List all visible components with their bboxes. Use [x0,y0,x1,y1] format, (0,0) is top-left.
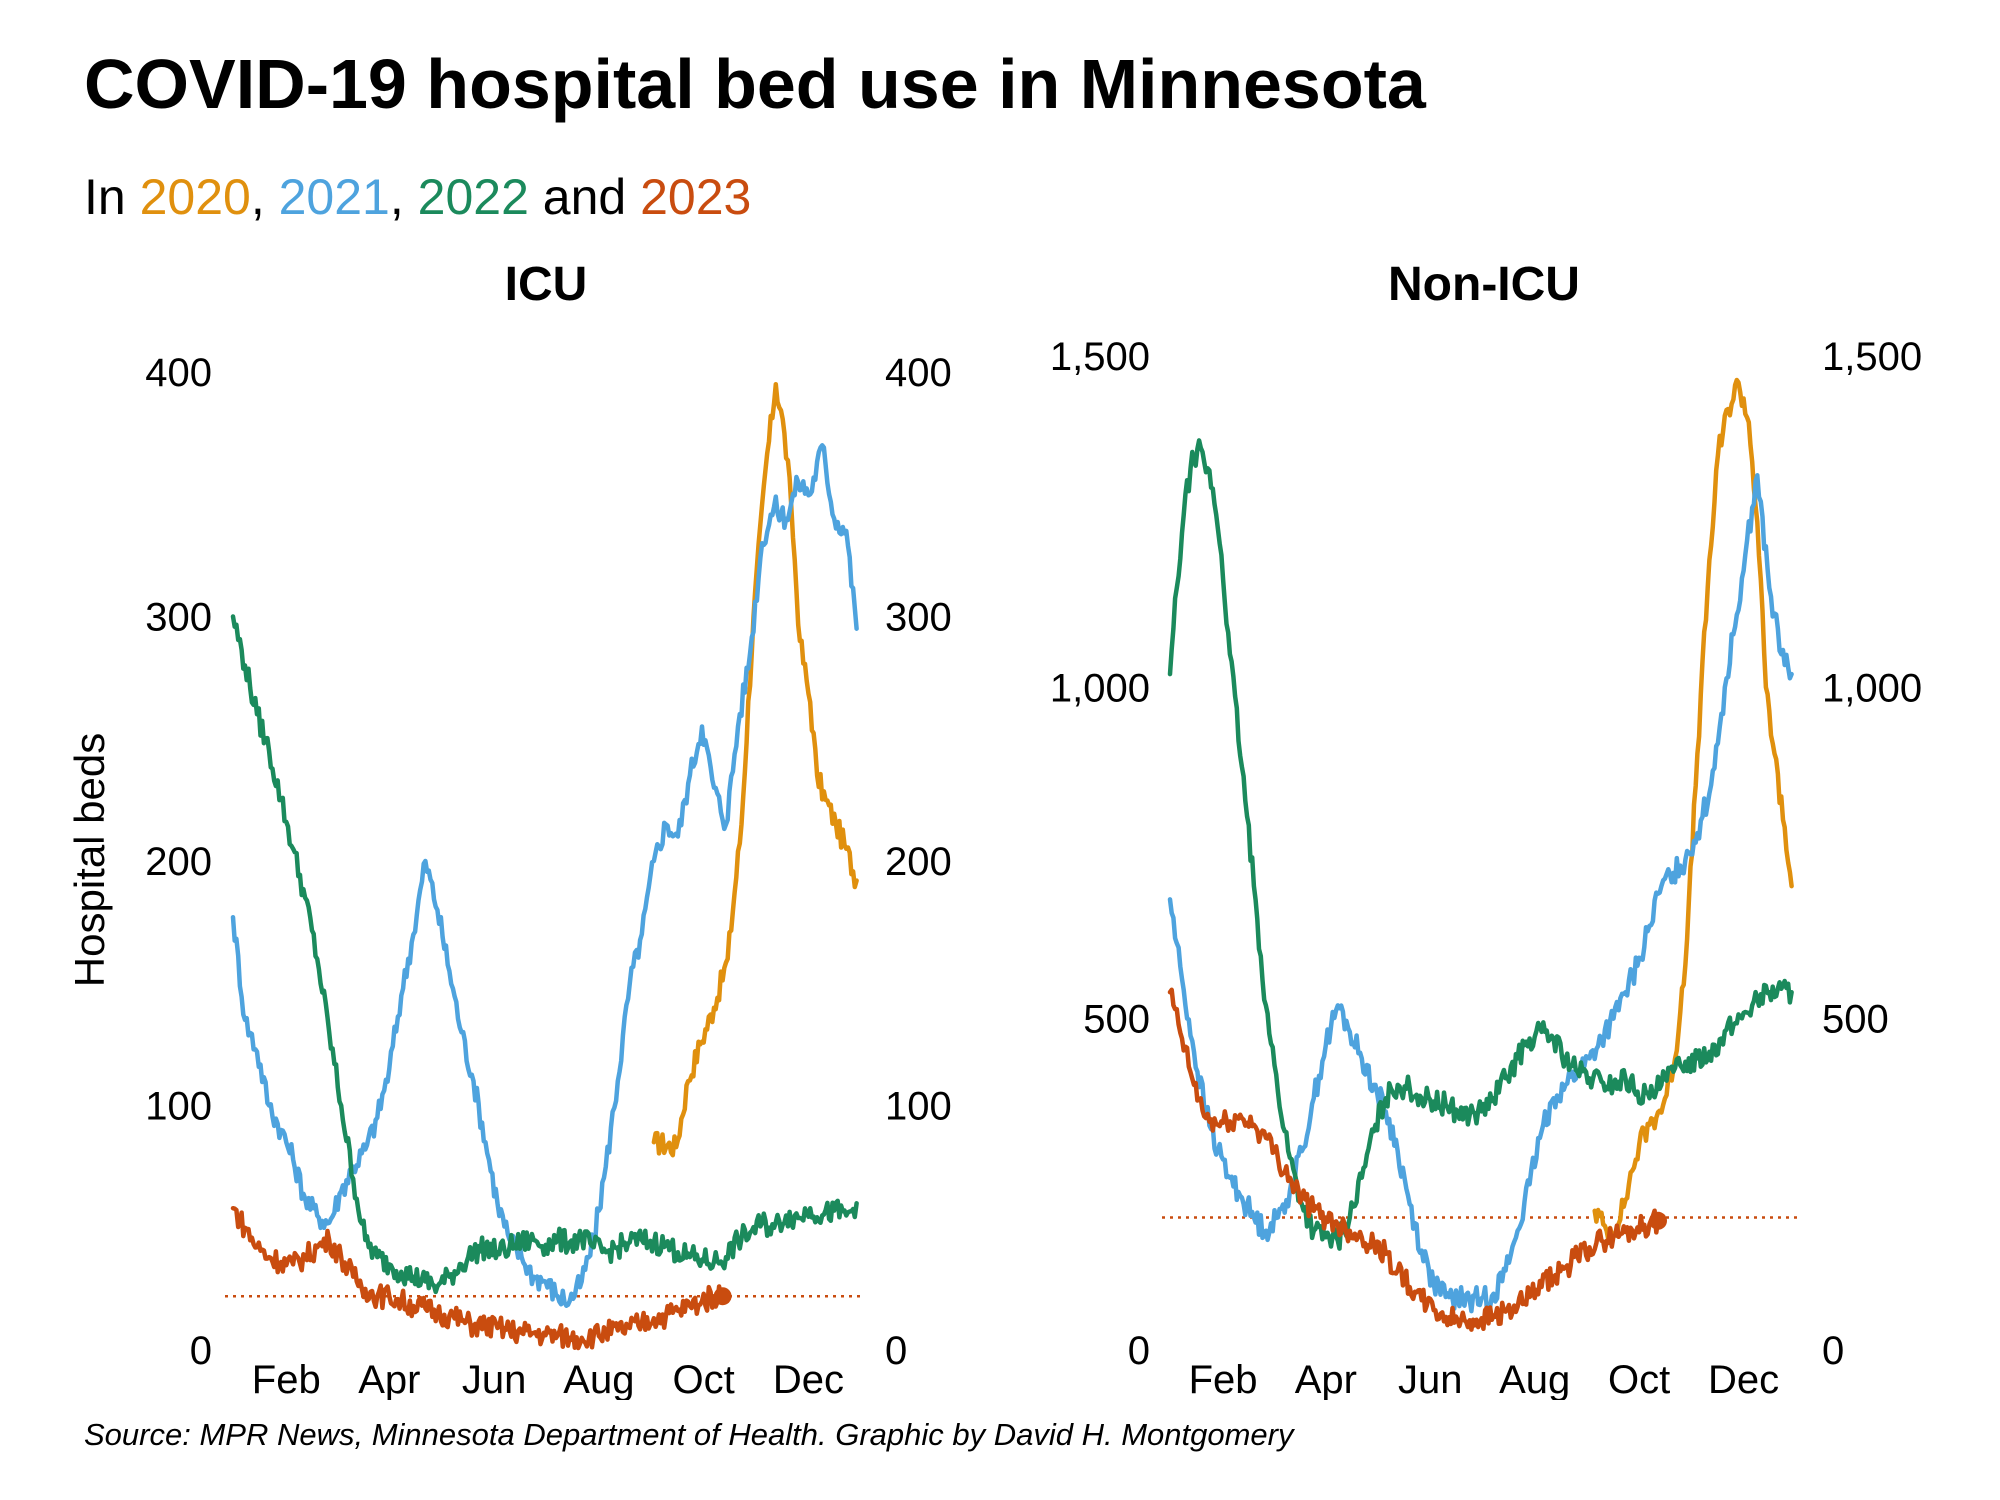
y-tick-right: 1,500 [1822,335,1922,379]
chart-area: ICU Hospital beds 0 0 100 100 200 200 300 300 400 4… [66,258,1922,1400]
subtitle-prefix: In [84,169,140,225]
panel-1: Non-ICU 0 0 500 500 1,000 1,000 1,500 1,500 Feb Ap… [1050,258,1922,1400]
x-tick-label: Jun [1398,1358,1463,1400]
y-tick-left: 400 [145,351,212,395]
series-line-2022 [230,614,859,1295]
series-line-2021 [1167,473,1794,1314]
x-tick-label: Apr [1295,1358,1357,1400]
y-tick-left: 1,500 [1050,335,1150,379]
series-line-2022 [1167,438,1794,1251]
y-tick-right: 200 [885,840,952,884]
panel-title: Non-ICU [1388,258,1580,311]
panel-title: ICU [505,258,588,311]
subtitle-sep-1: , [250,169,279,225]
series-line-2020 [651,381,859,1158]
series-line-2021 [230,443,859,1308]
y-tick-right: 400 [885,351,952,395]
subtitle-year-2022: 2022 [417,169,529,225]
x-tick-label: Dec [773,1358,844,1400]
subtitle-year-2020: 2020 [139,169,251,225]
y-tick-left: 300 [145,596,212,640]
x-tick-label: Aug [563,1358,634,1400]
subtitle-year-2023: 2023 [640,169,752,225]
y-tick-right: 100 [885,1085,952,1129]
y-tick-left: 100 [145,1085,212,1129]
series-endpoint-2023 [713,1287,732,1306]
subtitle-sep-2: , [389,169,418,225]
series-line-2020 [1592,377,1794,1243]
y-tick-left: 500 [1083,998,1150,1042]
y-tick-left: 0 [1128,1329,1150,1373]
x-tick-label: Feb [252,1358,321,1400]
chart-title: COVID-19 hospital bed use in Minnesota [84,45,1426,123]
series-endpoint-2023 [1649,1211,1668,1230]
source-note: Source: MPR News, Minnesota Department o… [84,1417,1294,1452]
chart-subtitle: In 2020, 2021, 2022 and 2023 [84,168,751,226]
x-tick-label: Oct [673,1358,735,1400]
y-axis-title: Hospital beds [66,733,113,987]
x-tick-label: Jun [462,1358,527,1400]
panel-0: ICU Hospital beds 0 0 100 100 200 200 300 300 400 4… [66,258,952,1400]
y-tick-right: 1,000 [1822,666,1922,710]
subtitle-year-2021: 2021 [278,169,390,225]
x-tick-label: Feb [1189,1358,1258,1400]
y-tick-right: 500 [1822,998,1889,1042]
x-tick-label: Oct [1608,1358,1670,1400]
series-line-2023 [1167,987,1661,1332]
y-tick-left: 0 [190,1329,212,1373]
y-tick-right: 300 [885,596,952,640]
x-tick-label: Apr [358,1358,420,1400]
y-tick-right: 0 [885,1329,907,1373]
y-tick-right: 0 [1822,1329,1844,1373]
y-tick-left: 1,000 [1050,666,1150,710]
series-line-2023 [230,1205,725,1351]
x-tick-label: Dec [1708,1358,1779,1400]
subtitle-and: and [528,169,641,225]
x-tick-label: Aug [1499,1358,1570,1400]
y-tick-left: 200 [145,840,212,884]
